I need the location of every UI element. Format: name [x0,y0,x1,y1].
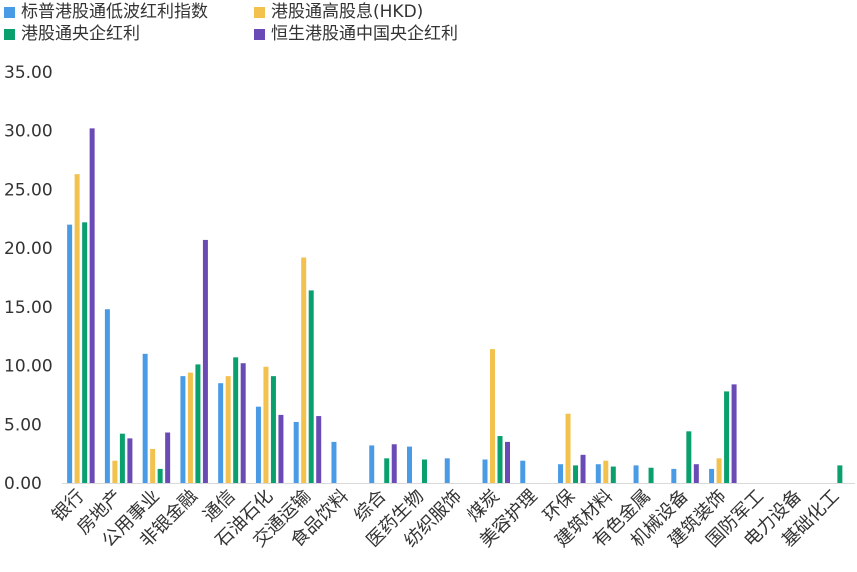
bar-4-2 [127,438,133,483]
bar-3-3 [157,468,163,483]
bar-3-12 [497,436,503,483]
bar-2-2 [112,460,118,483]
bar-3-9 [384,458,390,483]
legend-label-3: 恒生港股通中国央企红利 [271,24,458,44]
bar-1-17 [671,468,677,483]
bar-3-1 [82,222,88,483]
bar-1-4 [180,376,186,483]
legend-item-3: 恒生港股通中国央企红利 [254,23,458,45]
y-tick-label: 15.00 [4,298,53,318]
bar-4-18 [731,384,737,483]
bar-1-14 [558,464,564,483]
bar-3-10 [421,459,427,483]
bar-2-14 [565,413,571,483]
bar-2-12 [490,349,496,483]
legend-label-0: 标普港股通低波红利指数 [21,2,208,22]
bar-1-8 [331,441,337,483]
bar-1-12 [482,459,488,483]
bar-4-12 [505,441,511,483]
bar-2-7 [301,257,307,483]
bar-3-16 [648,467,654,483]
bar-3-2 [119,433,125,483]
bar-1-9 [369,445,375,483]
bar-2-18 [716,458,722,483]
bar-3-6 [270,376,276,483]
bar-4-5 [240,363,246,483]
bar-3-7 [308,290,314,483]
bar-2-1 [74,174,80,483]
legend-label-1: 港股通高股息(HKD) [271,2,424,22]
y-tick-label: 5.00 [4,415,42,435]
legend: 标普港股通低波红利指数 港股通高股息(HKD) 港股通央企红利 恒生港股通中国央… [4,0,564,46]
bar-4-9 [391,444,397,483]
bar-2-6 [263,366,269,483]
y-tick-label: 30.00 [4,122,53,142]
y-tick-label: 10.00 [4,357,53,377]
y-tick-label: 25.00 [4,180,53,200]
bar-4-7 [316,416,322,483]
bar-1-18 [709,468,715,483]
y-tick-label: 20.00 [4,239,53,259]
bar-3-14 [573,465,579,483]
bar-4-1 [89,128,95,483]
bar-3-21 [837,465,843,483]
bar-2-4 [187,372,193,483]
legend-item-2: 港股通央企红利 [4,23,140,45]
bar-4-6 [278,414,284,483]
bar-4-14 [580,454,586,483]
bar-4-4 [202,239,208,483]
legend-item-0: 标普港股通低波红利指数 [4,1,208,23]
bar-1-11 [444,458,450,483]
legend-swatch-2 [4,28,15,40]
bar-3-17 [686,431,692,483]
bar-1-1 [67,224,73,483]
bar-3-4 [195,364,201,483]
bar-3-5 [233,357,239,483]
y-tick-label: 35.00 [4,63,53,83]
bar-2-3 [150,448,156,483]
bar-3-18 [724,391,730,483]
bar-2-15 [603,460,609,483]
bar-1-13 [520,460,526,483]
bar-2-5 [225,376,231,483]
bar-4-3 [165,432,171,483]
bar-1-2 [104,309,110,483]
bar-1-15 [595,464,601,483]
legend-item-1: 港股通高股息(HKD) [254,1,423,23]
y-tick-label: 0.00 [4,474,42,494]
bar-1-7 [293,421,299,483]
bar-1-6 [255,406,261,483]
legend-swatch-3 [254,28,265,40]
legend-swatch-0 [4,6,15,18]
legend-swatch-1 [254,6,265,18]
bar-3-15 [610,466,616,483]
bar-1-3 [142,353,148,483]
bar-1-10 [406,446,412,483]
bar-1-5 [218,383,224,483]
bar-1-16 [633,465,639,483]
bar-4-17 [693,464,699,483]
legend-label-2: 港股通央企红利 [21,24,140,44]
